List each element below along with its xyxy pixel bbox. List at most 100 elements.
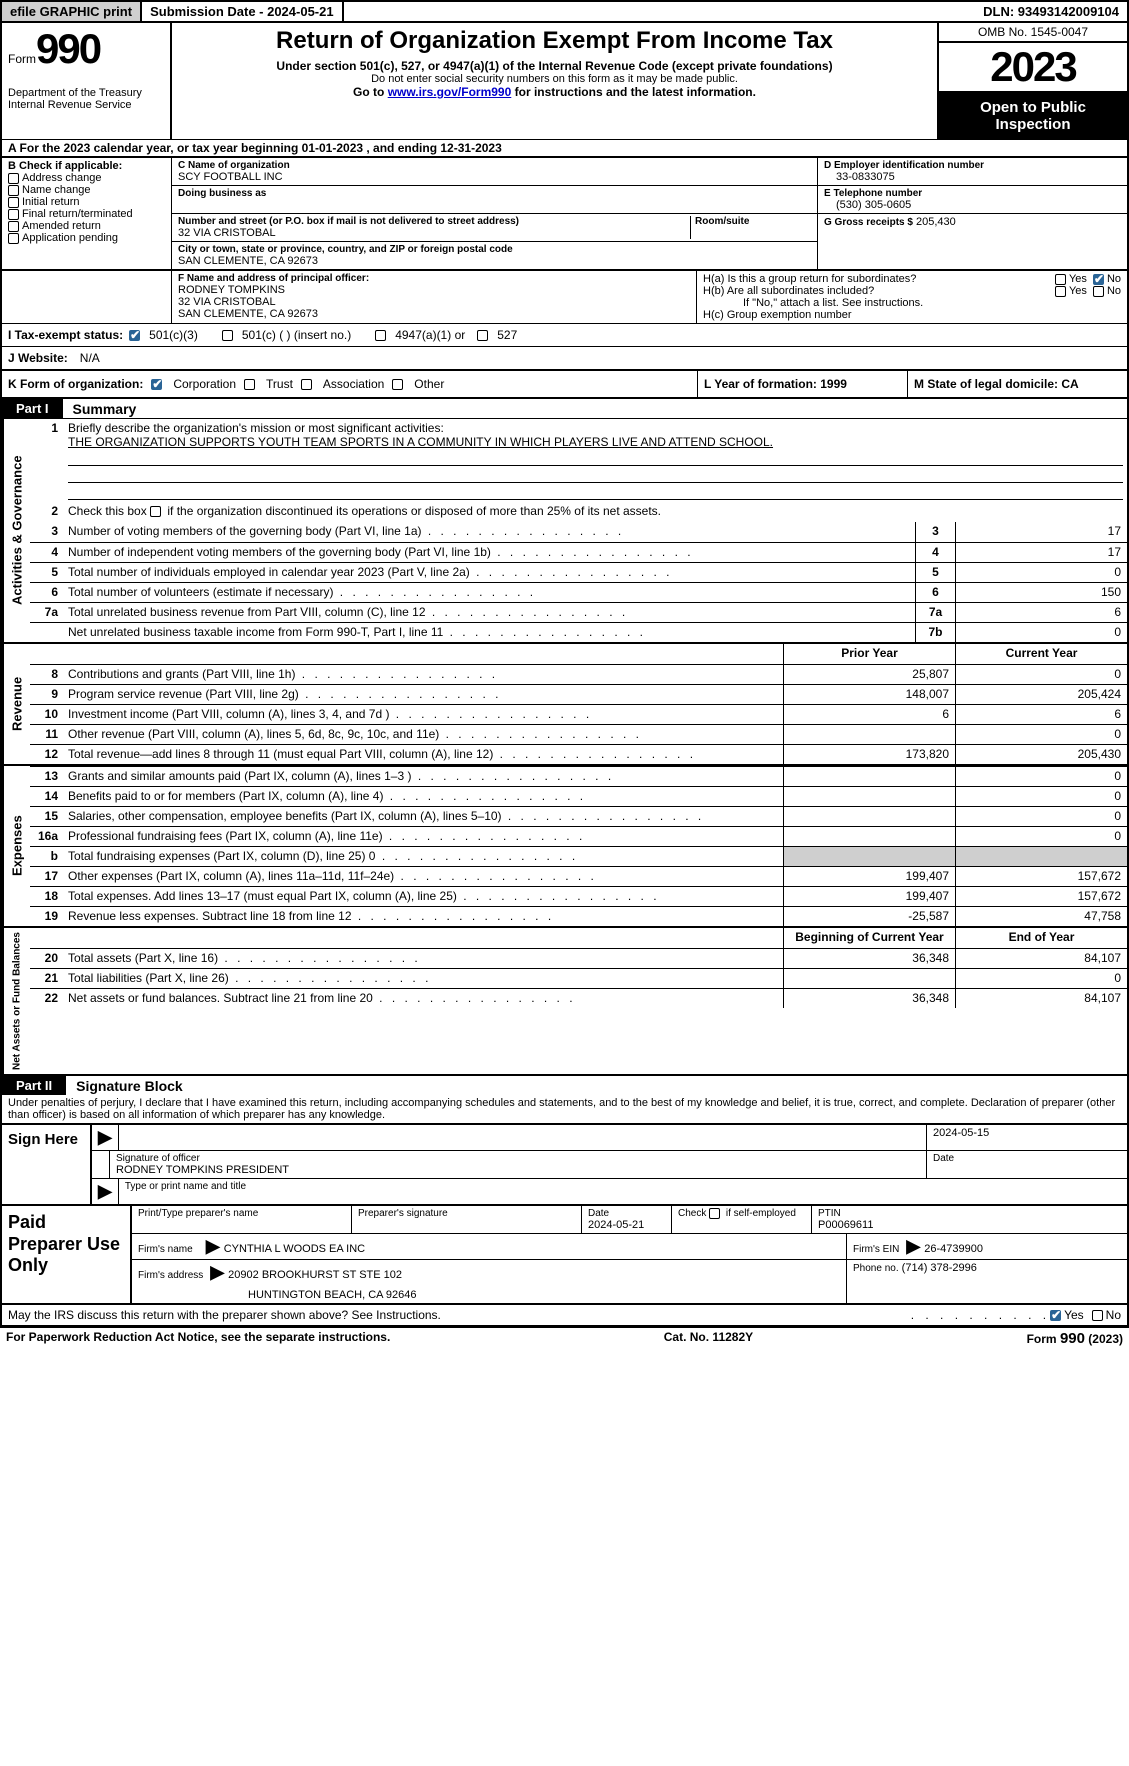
chk-hb-no[interactable] <box>1093 286 1104 297</box>
part1-title: Summary <box>63 401 137 417</box>
chk-pending[interactable] <box>8 233 19 244</box>
form-header: Form990 Department of the Treasury Inter… <box>0 23 1129 139</box>
arrow-icon: ▶ <box>92 1125 119 1150</box>
form-label: Form <box>8 52 36 66</box>
chk-final[interactable] <box>8 209 19 220</box>
exp-lines-18: 18 Total expenses. Add lines 13–17 (must… <box>30 886 1127 906</box>
dln: DLN: 93493142009104 <box>975 2 1127 21</box>
form-title: Return of Organization Exempt From Incom… <box>178 27 931 55</box>
arrow-icon: ▶ <box>92 1179 119 1204</box>
chk-trust[interactable] <box>244 379 255 390</box>
net-lines-22: 22 Net assets or fund balances. Subtract… <box>30 988 1127 1008</box>
top-bar: efile GRAPHIC print Submission Date - 20… <box>0 0 1129 23</box>
chk-hb-yes[interactable] <box>1055 286 1066 297</box>
gov-line-3: 3 Number of voting members of the govern… <box>30 522 1127 542</box>
exp-lines-17: 17 Other expenses (Part IX, column (A), … <box>30 866 1127 886</box>
gov-line-7b: Net unrelated business taxable income fr… <box>30 622 1127 642</box>
chk-initial[interactable] <box>8 197 19 208</box>
exp-lines-19: 19 Revenue less expenses. Subtract line … <box>30 906 1127 926</box>
officer-name: RODNEY TOMPKINS PRESIDENT <box>116 1164 920 1176</box>
chk-amended[interactable] <box>8 221 19 232</box>
col-curr: Current Year <box>955 644 1127 664</box>
net-lines-20: 20 Total assets (Part X, line 16) 36,348… <box>30 948 1127 968</box>
chk-other[interactable] <box>392 379 403 390</box>
vlabel-net: Net Assets or Fund Balances <box>2 928 30 1074</box>
chk-address[interactable] <box>8 173 19 184</box>
phone: (530) 305-0605 <box>824 199 1121 211</box>
irs: Internal Revenue Service <box>8 99 164 111</box>
net-lines-21: 21 Total liabilities (Part X, line 26) 0 <box>30 968 1127 988</box>
rev-lines-9: 9 Program service revenue (Part VIII, li… <box>30 684 1127 704</box>
firm-ein: 26-4739900 <box>924 1243 983 1255</box>
org-name: SCY FOOTBALL INC <box>178 171 811 183</box>
subtitle-3: Go to www.irs.gov/Form990 for instructio… <box>178 85 931 99</box>
exp-lines-14: 14 Benefits paid to or for members (Part… <box>30 786 1127 806</box>
state-domicile: M State of legal domicile: CA <box>907 371 1127 397</box>
subtitle-1: Under section 501(c), 527, or 4947(a)(1)… <box>178 59 931 73</box>
ptin: P00069611 <box>818 1219 1121 1231</box>
chk-501c3[interactable] <box>129 330 140 341</box>
chk-ha-yes[interactable] <box>1055 274 1066 285</box>
chk-assoc[interactable] <box>301 379 312 390</box>
chk-corp[interactable] <box>151 379 162 390</box>
vlabel-gov: Activities & Governance <box>2 419 30 642</box>
discuss-row: May the IRS discuss this return with the… <box>0 1305 1129 1327</box>
omb-number: OMB No. 1545-0047 <box>939 23 1127 43</box>
gov-line-5: 5 Total number of individuals employed i… <box>30 562 1127 582</box>
chk-ha-no[interactable] <box>1093 274 1104 285</box>
gov-line-6: 6 Total number of volunteers (estimate i… <box>30 582 1127 602</box>
sig-intro: Under penalties of perjury, I declare th… <box>0 1095 1129 1125</box>
firm-name: CYNTHIA L WOODS EA INC <box>224 1243 365 1255</box>
chk-501c[interactable] <box>222 330 233 341</box>
tax-year: 2023 <box>939 43 1127 93</box>
gov-line-4: 4 Number of independent voting members o… <box>30 542 1127 562</box>
mission: THE ORGANIZATION SUPPORTS YOUTH TEAM SPO… <box>68 435 773 449</box>
ein: 33-0833075 <box>824 171 1121 183</box>
chk-self-emp[interactable] <box>709 1208 720 1219</box>
rev-lines-10: 10 Investment income (Part VIII, column … <box>30 704 1127 724</box>
part2-tag: Part II <box>2 1076 66 1095</box>
rev-lines-12: 12 Total revenue—add lines 8 through 11 … <box>30 744 1127 764</box>
website: N/A <box>74 347 106 369</box>
page-footer: For Paperwork Reduction Act Notice, see … <box>0 1327 1129 1349</box>
col-prior: Prior Year <box>783 644 955 664</box>
col-end: End of Year <box>955 928 1127 948</box>
efile-button[interactable]: efile GRAPHIC print <box>2 2 142 21</box>
chk-527[interactable] <box>477 330 488 341</box>
part2-title: Signature Block <box>66 1078 183 1094</box>
prep-phone: (714) 378-2996 <box>902 1262 977 1274</box>
box-h: H(a) Is this a group return for subordin… <box>697 271 1127 323</box>
box-c: C Name of organization SCY FOOTBALL INC … <box>172 158 817 269</box>
paid-preparer-block: Paid Preparer Use Only Print/Type prepar… <box>0 1206 1129 1305</box>
line-a: A For the 2023 calendar year, or tax yea… <box>0 139 1129 158</box>
box-b: B Check if applicable: Address change Na… <box>2 158 172 269</box>
tax-status: I Tax-exempt status: 501(c)(3) 501(c) ( … <box>0 324 1129 347</box>
org-street: 32 VIA CRISTOBAL <box>178 227 690 239</box>
box-j: J Website: N/A <box>0 347 1129 371</box>
exp-lines-15: 15 Salaries, other compensation, employe… <box>30 806 1127 826</box>
year-formation: L Year of formation: 1999 <box>697 371 907 397</box>
gov-line-7a: 7a Total unrelated business revenue from… <box>30 602 1127 622</box>
chk-4947[interactable] <box>375 330 386 341</box>
rev-lines-11: 11 Other revenue (Part VIII, column (A),… <box>30 724 1127 744</box>
box-f: F Name and address of principal officer:… <box>172 271 697 323</box>
vlabel-exp: Expenses <box>2 766 30 926</box>
chk-name[interactable] <box>8 185 19 196</box>
box-deg: D Employer identification number 33-0833… <box>817 158 1127 269</box>
entity-info: B Check if applicable: Address change Na… <box>0 158 1129 271</box>
col-begin: Beginning of Current Year <box>783 928 955 948</box>
form-number: 990 <box>36 25 100 72</box>
open-inspection: Open to Public Inspection <box>939 93 1127 139</box>
gross-receipts: 205,430 <box>916 216 956 228</box>
part1-tag: Part I <box>2 399 63 418</box>
submission-date: Submission Date - 2024-05-21 <box>142 2 344 21</box>
part-1: Part I Summary Activities & Governance 1… <box>0 399 1129 1076</box>
exp-lines-16a: 16a Professional fundraising fees (Part … <box>30 826 1127 846</box>
irs-link[interactable]: www.irs.gov/Form990 <box>388 85 512 99</box>
subtitle-2: Do not enter social security numbers on … <box>178 73 931 85</box>
chk-discuss-yes[interactable] <box>1050 1310 1061 1321</box>
chk-discuss-no[interactable] <box>1092 1310 1103 1321</box>
org-city: SAN CLEMENTE, CA 92673 <box>178 255 811 267</box>
chk-discontinued[interactable] <box>150 506 161 517</box>
exp-lines-13: 13 Grants and similar amounts paid (Part… <box>30 766 1127 786</box>
